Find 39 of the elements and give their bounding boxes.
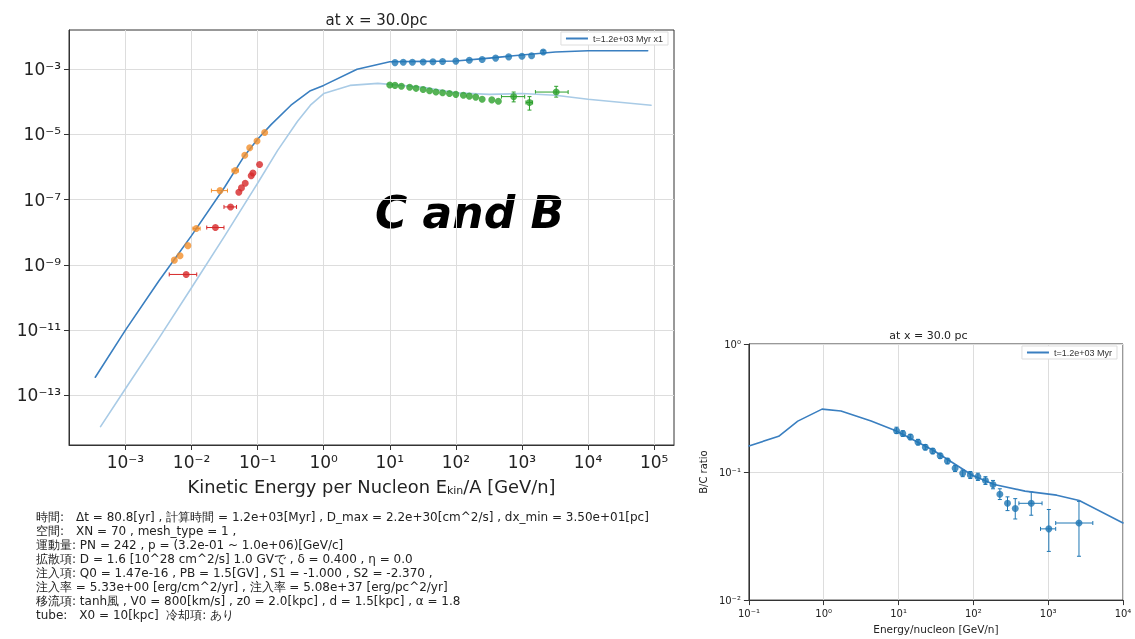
legend-label: t=1.2e+03 Myr x1 [592, 33, 664, 44]
x-tick-label: 10⁰ [815, 607, 833, 619]
x-tick-label: 10⁻³ [106, 451, 145, 472]
x-tick-label: 10⁻¹ [737, 607, 760, 619]
x-tick-label: 10⁴ [573, 451, 603, 472]
text: 注入率 = 5.33e+00 [erg/cm^2/yr] , 注入率 = 5.08e+37 [erg/pc^2/yr] [36, 580, 448, 594]
text: 移流項: tanh風 , V0 = 800[km/s] , z0 = 2.0[kpc] , d = 1.5[kpc] , α = 1.8 [36, 594, 461, 608]
text: 拡散項: D = 1.6 [10^28 cm^2/s] 1.0 GVで , δ = 0.400 , η = 0.0 [36, 552, 413, 566]
chart-title: at x = 30.0pc [325, 10, 428, 29]
x-tick-label: 10⁻¹ [238, 451, 277, 472]
text: 運動量: PN = 242 , p = (3.2e-01 ~ 1.0e+06)[GeV/c] [36, 538, 344, 552]
x-tick-label: 10⁰ [309, 451, 339, 472]
x-tick-label: 10¹ [890, 607, 907, 619]
y-tick-label: 10⁻³ [23, 59, 61, 80]
x-tick-label: 10² [441, 451, 471, 472]
legend-label: t=1.2e+03 Myr [1053, 347, 1113, 358]
x-tick-label: 10¹ [375, 451, 404, 472]
text: 空間: XN = 70 , mesh_type = 1 , [36, 524, 237, 538]
y-tick-label: 10⁻¹³ [16, 385, 61, 406]
y-tick-label: 10⁻⁷ [23, 189, 62, 210]
x-axis-title: Energy/nucleon [GeV/n] [873, 622, 999, 635]
x-tick-label: 10⁴ [1114, 607, 1132, 619]
x-axis-title: Kinetic Energy per Nucleon Ekin/A [GeV/n] [187, 476, 556, 498]
point [1011, 504, 1019, 512]
x-tick-label: 10³ [1039, 607, 1057, 619]
y-tick-label: 10⁻⁹ [23, 254, 62, 275]
chart-title: at x = 30.0 pc [889, 329, 968, 342]
x-tick-label: 10⁻² [172, 451, 211, 472]
x-tick-label: 10² [965, 607, 982, 619]
y-tick-label: 10⁻² [718, 594, 741, 606]
y-tick-label: 10⁰ [724, 338, 741, 350]
text: tube: X0 = 10[kpc] 冷却項: あり [36, 608, 235, 622]
y-tick-label: 10⁻⁵ [23, 124, 61, 145]
x-tick-label: 10³ [507, 451, 537, 472]
text: 注入項: Q0 = 1.47e-16 , PB = 1.5[GV] , S1 = -1.000 , S2 = -2.370 , [36, 566, 433, 580]
y-tick-label: 10⁻¹¹ [16, 320, 61, 341]
text: 時間: Δt = 80.8[yr] , 計算時間 = 1.2e+03[Myr] , D_max = 2.2e+30[cm^2/s] , dx_min = 3.50e+01[pc] [36, 510, 649, 524]
x-tick-label: 10⁵ [639, 451, 669, 472]
y-axis-title: B/C ratio [697, 450, 709, 494]
